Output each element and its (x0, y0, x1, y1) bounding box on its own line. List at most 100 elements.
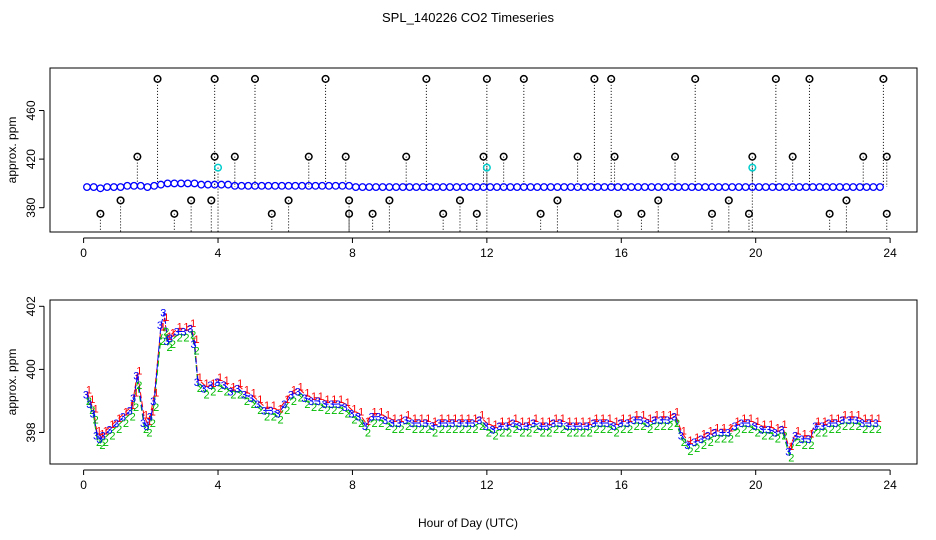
series-2-marker: 2 (768, 430, 774, 442)
series-2-marker: 2 (385, 421, 391, 433)
outlier-point (210, 74, 219, 83)
x-tick-label: 24 (883, 246, 897, 260)
chart-title: SPL_140226 CO2 Timeseries (382, 10, 554, 25)
series-3-marker: 3 (469, 418, 475, 430)
co2-sample-point (445, 183, 454, 192)
co2-sample-point (324, 181, 333, 190)
series-1-marker: 1 (782, 419, 788, 431)
co2-sample-point (130, 181, 138, 190)
series-3-marker: 3 (785, 446, 791, 458)
series-1-marker: 1 (761, 419, 767, 431)
series-2-marker: 2 (782, 430, 788, 442)
series-3-marker: 3 (301, 393, 307, 405)
series-3-marker: 3 (664, 415, 670, 427)
series-2-marker: 2 (103, 437, 109, 449)
series-1-marker: 1 (177, 321, 183, 333)
co2-sample-point (298, 181, 306, 190)
series-2-marker: 2 (876, 424, 882, 436)
co2-sample-point (714, 183, 723, 192)
outlier-point (345, 209, 354, 218)
co2-sample-point (613, 183, 622, 192)
series-1-marker: 1 (210, 378, 216, 390)
series-1-marker: 1 (808, 429, 814, 441)
co2-sample-point (224, 180, 233, 189)
series-3-marker: 3 (120, 412, 126, 424)
series-3-marker: 3 (604, 418, 610, 430)
series-1-marker: 1 (493, 419, 499, 431)
co2-sample-point (150, 181, 159, 190)
series-1-marker: 1 (103, 425, 109, 437)
series-3-marker: 3 (274, 409, 280, 421)
series-2-marker: 2 (190, 330, 196, 342)
y-tick-label: 400 (24, 359, 38, 379)
series-3-marker: 3 (610, 421, 616, 433)
co2-sample-point (419, 183, 427, 192)
series-2-marker: 2 (493, 430, 499, 442)
co2-sample-point (277, 181, 286, 190)
outlier-point (707, 209, 717, 218)
co2-sample-point (761, 183, 770, 192)
co2-sample-point (183, 179, 192, 188)
series-2-marker: 2 (116, 424, 122, 436)
co2-sample-point (829, 183, 837, 192)
series-2-marker: 2 (667, 421, 673, 433)
series-2-marker: 2 (459, 424, 465, 436)
series-1-marker: 1 (519, 416, 525, 428)
series-1-marker: 1 (654, 410, 660, 422)
series-3-marker: 3 (839, 415, 845, 427)
series-1-marker: 1 (351, 403, 357, 415)
series-3-marker: 3 (537, 421, 543, 433)
series-1-marker: 1 (193, 334, 199, 346)
series-3-marker: 3 (416, 418, 422, 430)
series-1-marker: 1 (93, 403, 99, 415)
series-3-marker: 3 (241, 390, 247, 402)
top-panel: approx. ppm 0 4 8 12 16 20 24 380 420 460 (5, 67, 918, 260)
series-3-marker: 3 (792, 431, 798, 443)
series-2-marker: 2 (318, 402, 324, 414)
series-2-marker: 2 (714, 434, 720, 446)
series-2-marker: 2 (378, 418, 384, 430)
series-3-marker: 3 (671, 412, 677, 424)
series-3-marker: 3 (725, 427, 731, 439)
series-3-marker: 3 (321, 399, 327, 411)
series-1-marker: 1 (627, 413, 633, 425)
outlier-point (482, 74, 491, 83)
series-1-marker: 1 (445, 413, 451, 425)
series-3-marker: 3 (476, 415, 482, 427)
co2-sample-point (123, 181, 132, 190)
outlier-point (825, 209, 834, 218)
co2-sample-point (203, 180, 212, 189)
co2-sample-point (822, 183, 831, 192)
series-2-marker: 2 (197, 383, 203, 395)
co2-sample-point (251, 181, 259, 190)
series-1-marker: 1 (540, 416, 546, 428)
series-3-marker: 3 (164, 336, 170, 348)
series-3-marker: 3 (570, 421, 576, 433)
series-2-marker: 2 (620, 424, 626, 436)
series-2-marker: 2 (721, 434, 727, 446)
series-3-marker: 3 (160, 308, 166, 320)
series-3-marker: 3 (147, 412, 153, 424)
series-3-marker: 3 (684, 440, 690, 452)
co2-sample-point (392, 183, 401, 192)
series-1-marker: 1 (708, 425, 714, 437)
series-1-marker: 1 (237, 378, 243, 390)
co2-sample-point (163, 179, 172, 188)
series-1-marker: 1 (741, 413, 747, 425)
series-3-marker: 3 (194, 377, 200, 389)
series-1-marker: 1 (324, 394, 330, 406)
series-2-marker: 2 (93, 415, 99, 427)
co2-sample-point (647, 183, 656, 192)
series-2-marker: 2 (587, 427, 593, 439)
outlier-point (250, 74, 260, 83)
series-3-marker: 3 (678, 431, 684, 443)
series-3-marker: 3 (389, 418, 395, 430)
series-3-marker: 3 (288, 390, 294, 402)
series-2-marker: 2 (829, 424, 835, 436)
co2-sample-point (372, 183, 380, 192)
outlier-point (385, 196, 394, 205)
series-3-marker: 3 (852, 415, 858, 427)
series-1-marker: 1 (862, 413, 868, 425)
series-3-marker: 3 (83, 390, 89, 402)
series-1-marker: 1 (311, 391, 317, 403)
